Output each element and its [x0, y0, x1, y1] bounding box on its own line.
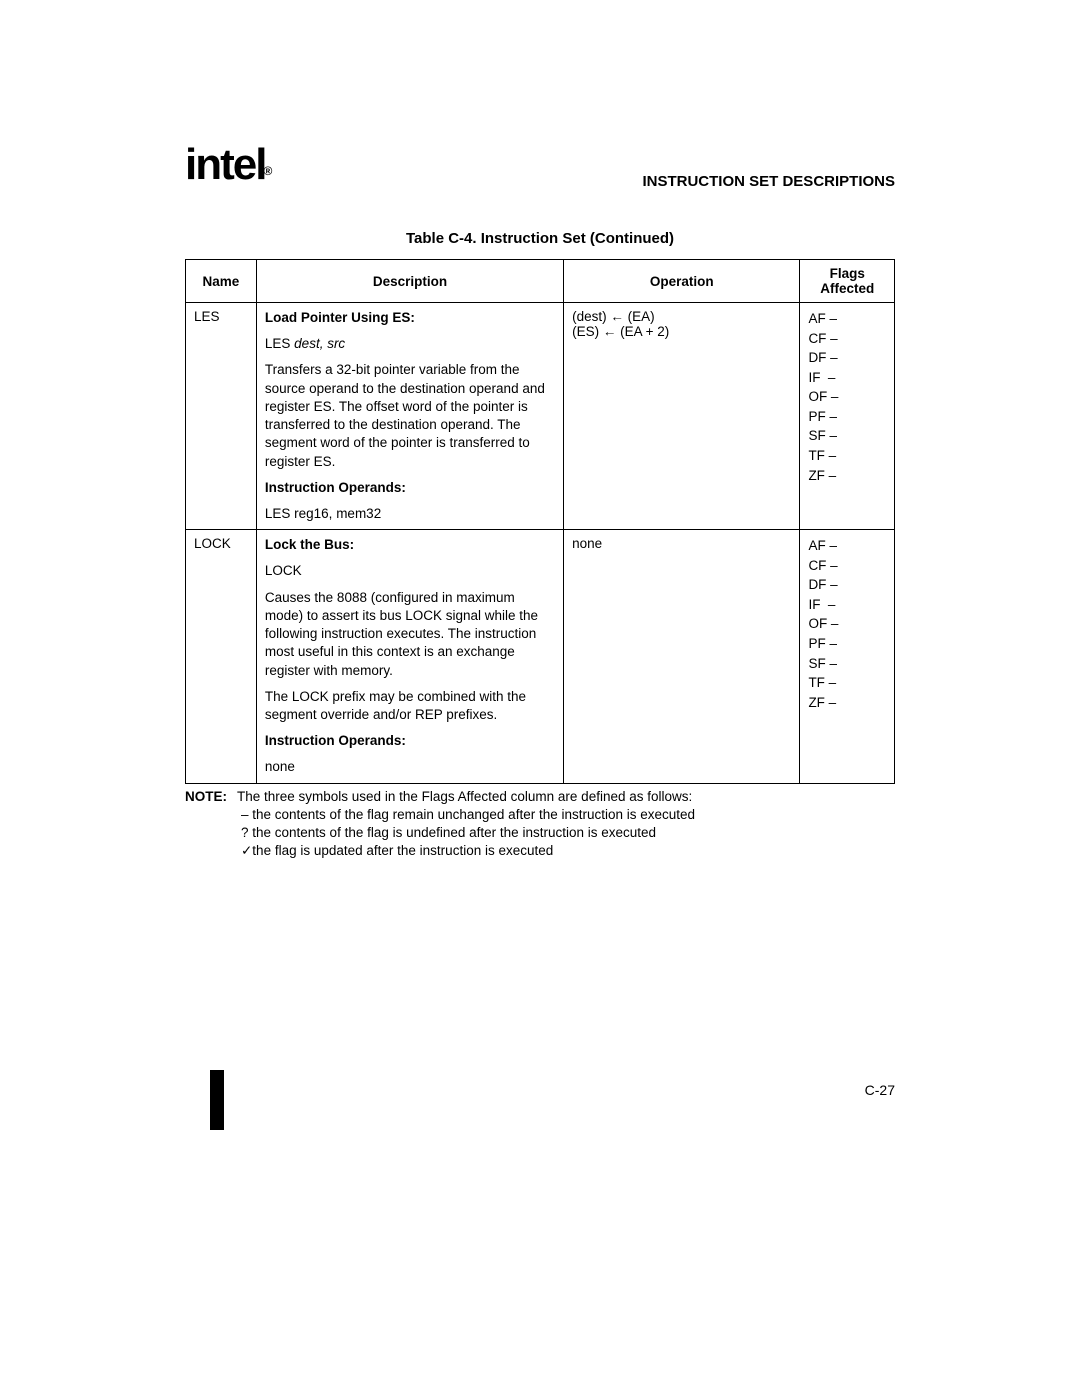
note-label: NOTE:: [185, 788, 237, 806]
col-header-flags: Flags Affected: [800, 260, 895, 303]
header-row: intel® INSTRUCTION SET DESCRIPTIONS: [185, 140, 895, 190]
flag-line: TF –: [808, 448, 836, 463]
desc-operands-label-text: Instruction Operands: [265, 480, 402, 495]
cell-flags: AF – CF – DF – IF – OF – PF – SF – TF – …: [800, 530, 895, 783]
flags-list: AF – CF – DF – IF – OF – PF – SF – TF – …: [808, 309, 886, 485]
flag-line: IF –: [808, 597, 835, 612]
page: intel® INSTRUCTION SET DESCRIPTIONS Tabl…: [0, 0, 1080, 1397]
flag-line: DF –: [808, 577, 837, 592]
flag-line: PF –: [808, 409, 837, 424]
flag-line: PF –: [808, 636, 837, 651]
flag-line: AF –: [808, 311, 837, 326]
table-row: LOCK Lock the Bus: LOCK Causes the 8088 …: [186, 530, 895, 783]
flag-line: CF –: [808, 558, 837, 573]
flag-line: OF –: [808, 616, 838, 631]
desc-syntax-args: dest, src: [294, 336, 345, 351]
flag-line: SF –: [808, 428, 837, 443]
cell-description: Load Pointer Using ES: LES dest, src Tra…: [256, 303, 563, 530]
desc-title: Lock the Bus:: [265, 536, 555, 554]
flag-line: ZF –: [808, 695, 836, 710]
section-title: INSTRUCTION SET DESCRIPTIONS: [642, 173, 895, 190]
desc-body2: The LOCK prefix may be combined with the…: [265, 688, 555, 724]
cell-name: LES: [186, 303, 257, 530]
logo-registered-icon: ®: [263, 164, 270, 178]
flag-line: IF –: [808, 370, 835, 385]
desc-title-text: Load Pointer Using ES: [265, 310, 411, 325]
table-header-row: Name Description Operation Flags Affecte…: [186, 260, 895, 303]
cell-operation: none: [564, 530, 800, 783]
table-caption: Table C-4. Instruction Set (Continued): [185, 230, 895, 247]
flag-line: ZF –: [808, 468, 836, 483]
desc-syntax-prefix: LES: [265, 336, 294, 351]
cell-operation: (dest) ← (EA) (ES) ← (EA + 2): [564, 303, 800, 530]
note-line2: – the contents of the flag remain unchan…: [185, 806, 895, 824]
flags-list: AF – CF – DF – IF – OF – PF – SF – TF – …: [808, 536, 886, 712]
logo-text-int: int: [185, 140, 233, 189]
col-header-name: Name: [186, 260, 257, 303]
flag-line: DF –: [808, 350, 837, 365]
desc-title: Load Pointer Using ES:: [265, 309, 555, 327]
flag-line: SF –: [808, 656, 837, 671]
operation-line: (dest) ← (EA): [572, 309, 791, 324]
cell-name: LOCK: [186, 530, 257, 783]
desc-operands-label: Instruction Operands:: [265, 479, 555, 497]
col-header-description: Description: [256, 260, 563, 303]
cell-flags: AF – CF – DF – IF – OF – PF – SF – TF – …: [800, 303, 895, 530]
desc-syntax: LOCK: [265, 562, 555, 580]
page-number: C-27: [865, 1082, 895, 1098]
desc-syntax: LES dest, src: [265, 335, 555, 353]
flag-line: OF –: [808, 389, 838, 404]
note-line1: The three symbols used in the Flags Affe…: [237, 788, 891, 806]
desc-title-text: Lock the Bus: [265, 537, 350, 552]
col-header-operation: Operation: [564, 260, 800, 303]
cell-description: Lock the Bus: LOCK Causes the 8088 (conf…: [256, 530, 563, 783]
operation-line: (ES) ← (EA + 2): [572, 324, 791, 339]
margin-marker-icon: [210, 1070, 224, 1130]
desc-body: Causes the 8088 (configured in maximum m…: [265, 589, 555, 680]
note-block: NOTE:The three symbols used in the Flags…: [185, 788, 895, 861]
logo-text-e: e: [233, 140, 255, 189]
flag-line: CF –: [808, 331, 837, 346]
note-line4: ✓the flag is updated after the instructi…: [185, 842, 895, 860]
operation-line: none: [572, 536, 791, 551]
instruction-table: Name Description Operation Flags Affecte…: [185, 259, 895, 784]
desc-operands: LES reg16, mem32: [265, 505, 555, 523]
intel-logo: intel®: [185, 140, 272, 190]
table-row: LES Load Pointer Using ES: LES dest, src…: [186, 303, 895, 530]
note-line3: ? the contents of the flag is undefined …: [185, 824, 895, 842]
desc-operands-label: Instruction Operands:: [265, 732, 555, 750]
flag-line: TF –: [808, 675, 836, 690]
desc-operands-label-text: Instruction Operands: [265, 733, 402, 748]
desc-operands: none: [265, 758, 555, 776]
desc-body: Transfers a 32-bit pointer variable from…: [265, 361, 555, 470]
flag-line: AF –: [808, 538, 837, 553]
